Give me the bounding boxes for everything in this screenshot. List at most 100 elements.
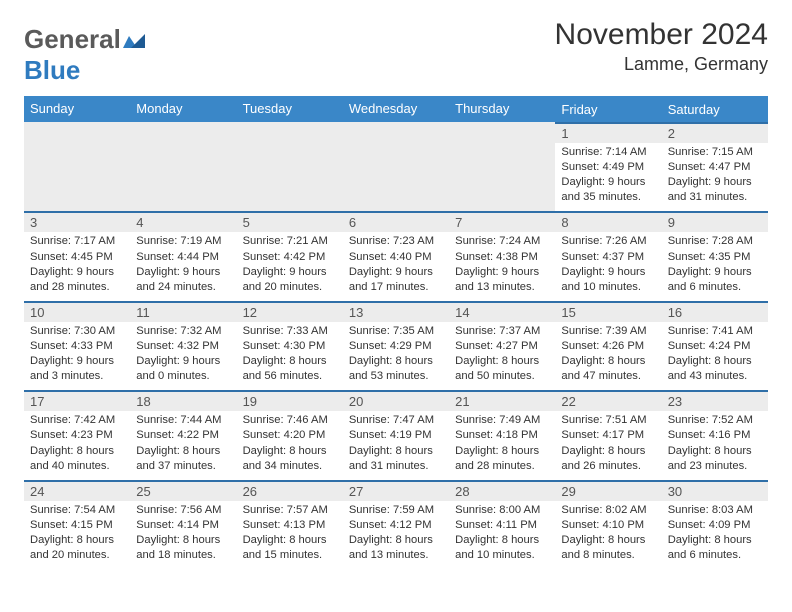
day-number: 6 xyxy=(343,213,449,232)
day-number: 21 xyxy=(449,392,555,411)
calendar-cell: 26Sunrise: 7:57 AMSunset: 4:13 PMDayligh… xyxy=(237,480,343,569)
day-number: 22 xyxy=(555,392,661,411)
sunrise-text: Sunrise: 7:44 AM xyxy=(136,413,230,428)
sunrise-text: Sunrise: 7:33 AM xyxy=(243,324,337,339)
sunrise-text: Sunrise: 7:32 AM xyxy=(136,324,230,339)
sunrise-text: Sunrise: 7:39 AM xyxy=(561,324,655,339)
calendar-cell: 3Sunrise: 7:17 AMSunset: 4:45 PMDaylight… xyxy=(24,211,130,300)
calendar-cell: 5Sunrise: 7:21 AMSunset: 4:42 PMDaylight… xyxy=(237,211,343,300)
day-info: Sunrise: 7:26 AMSunset: 4:37 PMDaylight:… xyxy=(555,232,661,300)
calendar-cell xyxy=(130,122,236,211)
day-info: Sunrise: 7:52 AMSunset: 4:16 PMDaylight:… xyxy=(662,411,768,479)
day-info: Sunrise: 7:37 AMSunset: 4:27 PMDaylight:… xyxy=(449,322,555,390)
daylight-text: Daylight: 9 hours and 28 minutes. xyxy=(30,265,124,295)
day-info: Sunrise: 7:51 AMSunset: 4:17 PMDaylight:… xyxy=(555,411,661,479)
day-number: 7 xyxy=(449,213,555,232)
day-number: 1 xyxy=(555,124,661,143)
calendar-week-row: 10Sunrise: 7:30 AMSunset: 4:33 PMDayligh… xyxy=(24,301,768,390)
day-info: Sunrise: 7:57 AMSunset: 4:13 PMDaylight:… xyxy=(237,501,343,569)
calendar-cell: 18Sunrise: 7:44 AMSunset: 4:22 PMDayligh… xyxy=(130,390,236,479)
daylight-text: Daylight: 9 hours and 13 minutes. xyxy=(455,265,549,295)
calendar-cell: 11Sunrise: 7:32 AMSunset: 4:32 PMDayligh… xyxy=(130,301,236,390)
daylight-text: Daylight: 8 hours and 6 minutes. xyxy=(668,533,762,563)
calendar-week-row: 1Sunrise: 7:14 AMSunset: 4:49 PMDaylight… xyxy=(24,122,768,211)
calendar-cell xyxy=(343,122,449,211)
sunrise-text: Sunrise: 7:37 AM xyxy=(455,324,549,339)
sunrise-text: Sunrise: 8:02 AM xyxy=(561,503,655,518)
sunset-text: Sunset: 4:15 PM xyxy=(30,518,124,533)
sunrise-text: Sunrise: 7:35 AM xyxy=(349,324,443,339)
day-info: Sunrise: 7:42 AMSunset: 4:23 PMDaylight:… xyxy=(24,411,130,479)
sunrise-text: Sunrise: 7:46 AM xyxy=(243,413,337,428)
daylight-text: Daylight: 9 hours and 0 minutes. xyxy=(136,354,230,384)
sunset-text: Sunset: 4:13 PM xyxy=(243,518,337,533)
daylight-text: Daylight: 9 hours and 31 minutes. xyxy=(668,175,762,205)
sunset-text: Sunset: 4:22 PM xyxy=(136,428,230,443)
day-info: Sunrise: 7:32 AMSunset: 4:32 PMDaylight:… xyxy=(130,322,236,390)
sunrise-text: Sunrise: 7:21 AM xyxy=(243,234,337,249)
sunset-text: Sunset: 4:19 PM xyxy=(349,428,443,443)
sunset-text: Sunset: 4:45 PM xyxy=(30,250,124,265)
day-number: 2 xyxy=(662,124,768,143)
weekday-header: Sunday xyxy=(24,96,130,122)
calendar-week-row: 24Sunrise: 7:54 AMSunset: 4:15 PMDayligh… xyxy=(24,480,768,569)
header: GeneralBlue November 2024 Lamme, Germany xyxy=(24,18,768,86)
daylight-text: Daylight: 8 hours and 50 minutes. xyxy=(455,354,549,384)
sunset-text: Sunset: 4:49 PM xyxy=(561,160,655,175)
sunset-text: Sunset: 4:27 PM xyxy=(455,339,549,354)
weekday-header: Tuesday xyxy=(237,96,343,122)
sunset-text: Sunset: 4:29 PM xyxy=(349,339,443,354)
daylight-text: Daylight: 8 hours and 13 minutes. xyxy=(349,533,443,563)
daylight-text: Daylight: 8 hours and 10 minutes. xyxy=(455,533,549,563)
sunset-text: Sunset: 4:42 PM xyxy=(243,250,337,265)
sunrise-text: Sunrise: 7:14 AM xyxy=(561,145,655,160)
brand-word-2: Blue xyxy=(24,55,80,85)
sunset-text: Sunset: 4:11 PM xyxy=(455,518,549,533)
daylight-text: Daylight: 8 hours and 15 minutes. xyxy=(243,533,337,563)
sunset-text: Sunset: 4:33 PM xyxy=(30,339,124,354)
day-number: 26 xyxy=(237,482,343,501)
daylight-text: Daylight: 9 hours and 20 minutes. xyxy=(243,265,337,295)
day-info: Sunrise: 7:39 AMSunset: 4:26 PMDaylight:… xyxy=(555,322,661,390)
sunrise-text: Sunrise: 7:41 AM xyxy=(668,324,762,339)
day-number: 11 xyxy=(130,303,236,322)
brand-word-1: General xyxy=(24,24,121,54)
calendar-cell: 17Sunrise: 7:42 AMSunset: 4:23 PMDayligh… xyxy=(24,390,130,479)
sunrise-text: Sunrise: 8:03 AM xyxy=(668,503,762,518)
day-info: Sunrise: 7:44 AMSunset: 4:22 PMDaylight:… xyxy=(130,411,236,479)
daylight-text: Daylight: 9 hours and 24 minutes. xyxy=(136,265,230,295)
day-number: 19 xyxy=(237,392,343,411)
daylight-text: Daylight: 8 hours and 56 minutes. xyxy=(243,354,337,384)
day-number: 4 xyxy=(130,213,236,232)
calendar-cell: 25Sunrise: 7:56 AMSunset: 4:14 PMDayligh… xyxy=(130,480,236,569)
daylight-text: Daylight: 8 hours and 8 minutes. xyxy=(561,533,655,563)
day-number: 15 xyxy=(555,303,661,322)
sunset-text: Sunset: 4:35 PM xyxy=(668,250,762,265)
sunrise-text: Sunrise: 7:42 AM xyxy=(30,413,124,428)
daylight-text: Daylight: 8 hours and 28 minutes. xyxy=(455,444,549,474)
daylight-text: Daylight: 8 hours and 34 minutes. xyxy=(243,444,337,474)
sunrise-text: Sunrise: 7:23 AM xyxy=(349,234,443,249)
calendar-cell: 14Sunrise: 7:37 AMSunset: 4:27 PMDayligh… xyxy=(449,301,555,390)
sunset-text: Sunset: 4:26 PM xyxy=(561,339,655,354)
page: GeneralBlue November 2024 Lamme, Germany… xyxy=(0,0,792,569)
sunset-text: Sunset: 4:12 PM xyxy=(349,518,443,533)
daylight-text: Daylight: 8 hours and 31 minutes. xyxy=(349,444,443,474)
calendar-cell: 2Sunrise: 7:15 AMSunset: 4:47 PMDaylight… xyxy=(662,122,768,211)
daylight-text: Daylight: 9 hours and 35 minutes. xyxy=(561,175,655,205)
calendar-table: SundayMondayTuesdayWednesdayThursdayFrid… xyxy=(24,96,768,569)
day-info: Sunrise: 7:28 AMSunset: 4:35 PMDaylight:… xyxy=(662,232,768,300)
day-number: 10 xyxy=(24,303,130,322)
sunrise-text: Sunrise: 7:24 AM xyxy=(455,234,549,249)
day-info: Sunrise: 8:00 AMSunset: 4:11 PMDaylight:… xyxy=(449,501,555,569)
calendar-cell: 27Sunrise: 7:59 AMSunset: 4:12 PMDayligh… xyxy=(343,480,449,569)
day-info: Sunrise: 7:14 AMSunset: 4:49 PMDaylight:… xyxy=(555,143,661,211)
daylight-text: Daylight: 8 hours and 47 minutes. xyxy=(561,354,655,384)
brand-name: GeneralBlue xyxy=(24,24,145,86)
day-info: Sunrise: 7:47 AMSunset: 4:19 PMDaylight:… xyxy=(343,411,449,479)
day-info: Sunrise: 7:24 AMSunset: 4:38 PMDaylight:… xyxy=(449,232,555,300)
day-number: 12 xyxy=(237,303,343,322)
sunset-text: Sunset: 4:30 PM xyxy=(243,339,337,354)
brand-mark-icon xyxy=(123,24,145,54)
calendar-cell: 19Sunrise: 7:46 AMSunset: 4:20 PMDayligh… xyxy=(237,390,343,479)
